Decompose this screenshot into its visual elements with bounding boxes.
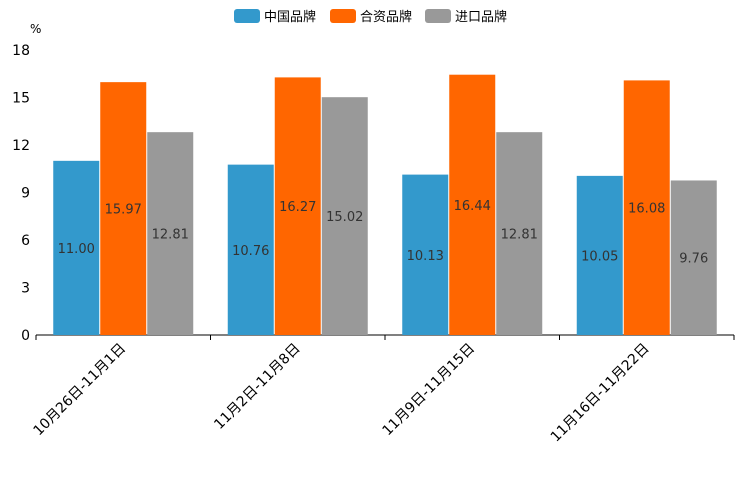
- y-tick-label: 3: [21, 281, 30, 297]
- y-tick-label: 6: [21, 233, 30, 249]
- y-tick-label: 18: [12, 43, 30, 59]
- legend-swatch: [234, 9, 260, 23]
- bars: [53, 74, 717, 336]
- data-labels: 11.00 10.76 10.13 10.05 15.97 16.27 16.44 16.08…: [58, 199, 709, 267]
- x-tick-label: 11月16日-11月22日: [548, 341, 653, 446]
- bar: [100, 82, 147, 336]
- y-axis-unit: %: [30, 22, 41, 36]
- bar: [576, 175, 623, 335]
- bar: [670, 180, 717, 335]
- legend-swatch: [330, 9, 356, 23]
- data-label: 10.76: [232, 244, 269, 259]
- data-label: 11.00: [58, 242, 95, 257]
- y-tick-label: 12: [12, 138, 30, 154]
- bar: [449, 74, 496, 335]
- x-tick-label: 11月9日-11月15日: [380, 341, 479, 440]
- x-tick-label: 10月26日-11月1日: [31, 341, 130, 440]
- legend-label: 进口品牌: [455, 9, 507, 25]
- bar: [496, 132, 543, 335]
- legend: 中国品牌 合资品牌 进口品牌: [234, 9, 507, 25]
- bar: [147, 132, 194, 335]
- data-label: 9.76: [679, 252, 708, 267]
- data-label: 10.13: [407, 249, 444, 264]
- y-tick-label: 15: [12, 91, 30, 107]
- legend-label: 中国品牌: [264, 9, 316, 25]
- x-axis: 10月26日-11月1日 11月2日-11月8日 11月9日-11月15日 11月16…: [31, 334, 735, 446]
- data-label: 16.44: [454, 199, 491, 214]
- bar: [402, 174, 449, 335]
- legend-label: 合资品牌: [360, 9, 412, 25]
- x-tick-label: 11月2日-11月8日: [211, 341, 303, 433]
- bar: [53, 160, 100, 335]
- data-label: 16.27: [279, 200, 316, 215]
- data-label: 16.08: [628, 202, 665, 217]
- bar: [227, 164, 274, 335]
- y-axis: 0 3 6 9 12 15 18: [12, 43, 30, 344]
- bar: [623, 80, 670, 336]
- legend-swatch: [425, 9, 451, 23]
- y-tick-label: 9: [21, 186, 30, 202]
- bar: [274, 77, 321, 336]
- data-label: 15.02: [326, 210, 363, 225]
- data-label: 15.97: [105, 203, 142, 218]
- bar: [321, 97, 368, 335]
- data-label: 12.81: [501, 228, 538, 243]
- data-label: 10.05: [581, 249, 618, 264]
- y-tick-label: 0: [21, 328, 30, 344]
- data-label: 12.81: [152, 228, 189, 243]
